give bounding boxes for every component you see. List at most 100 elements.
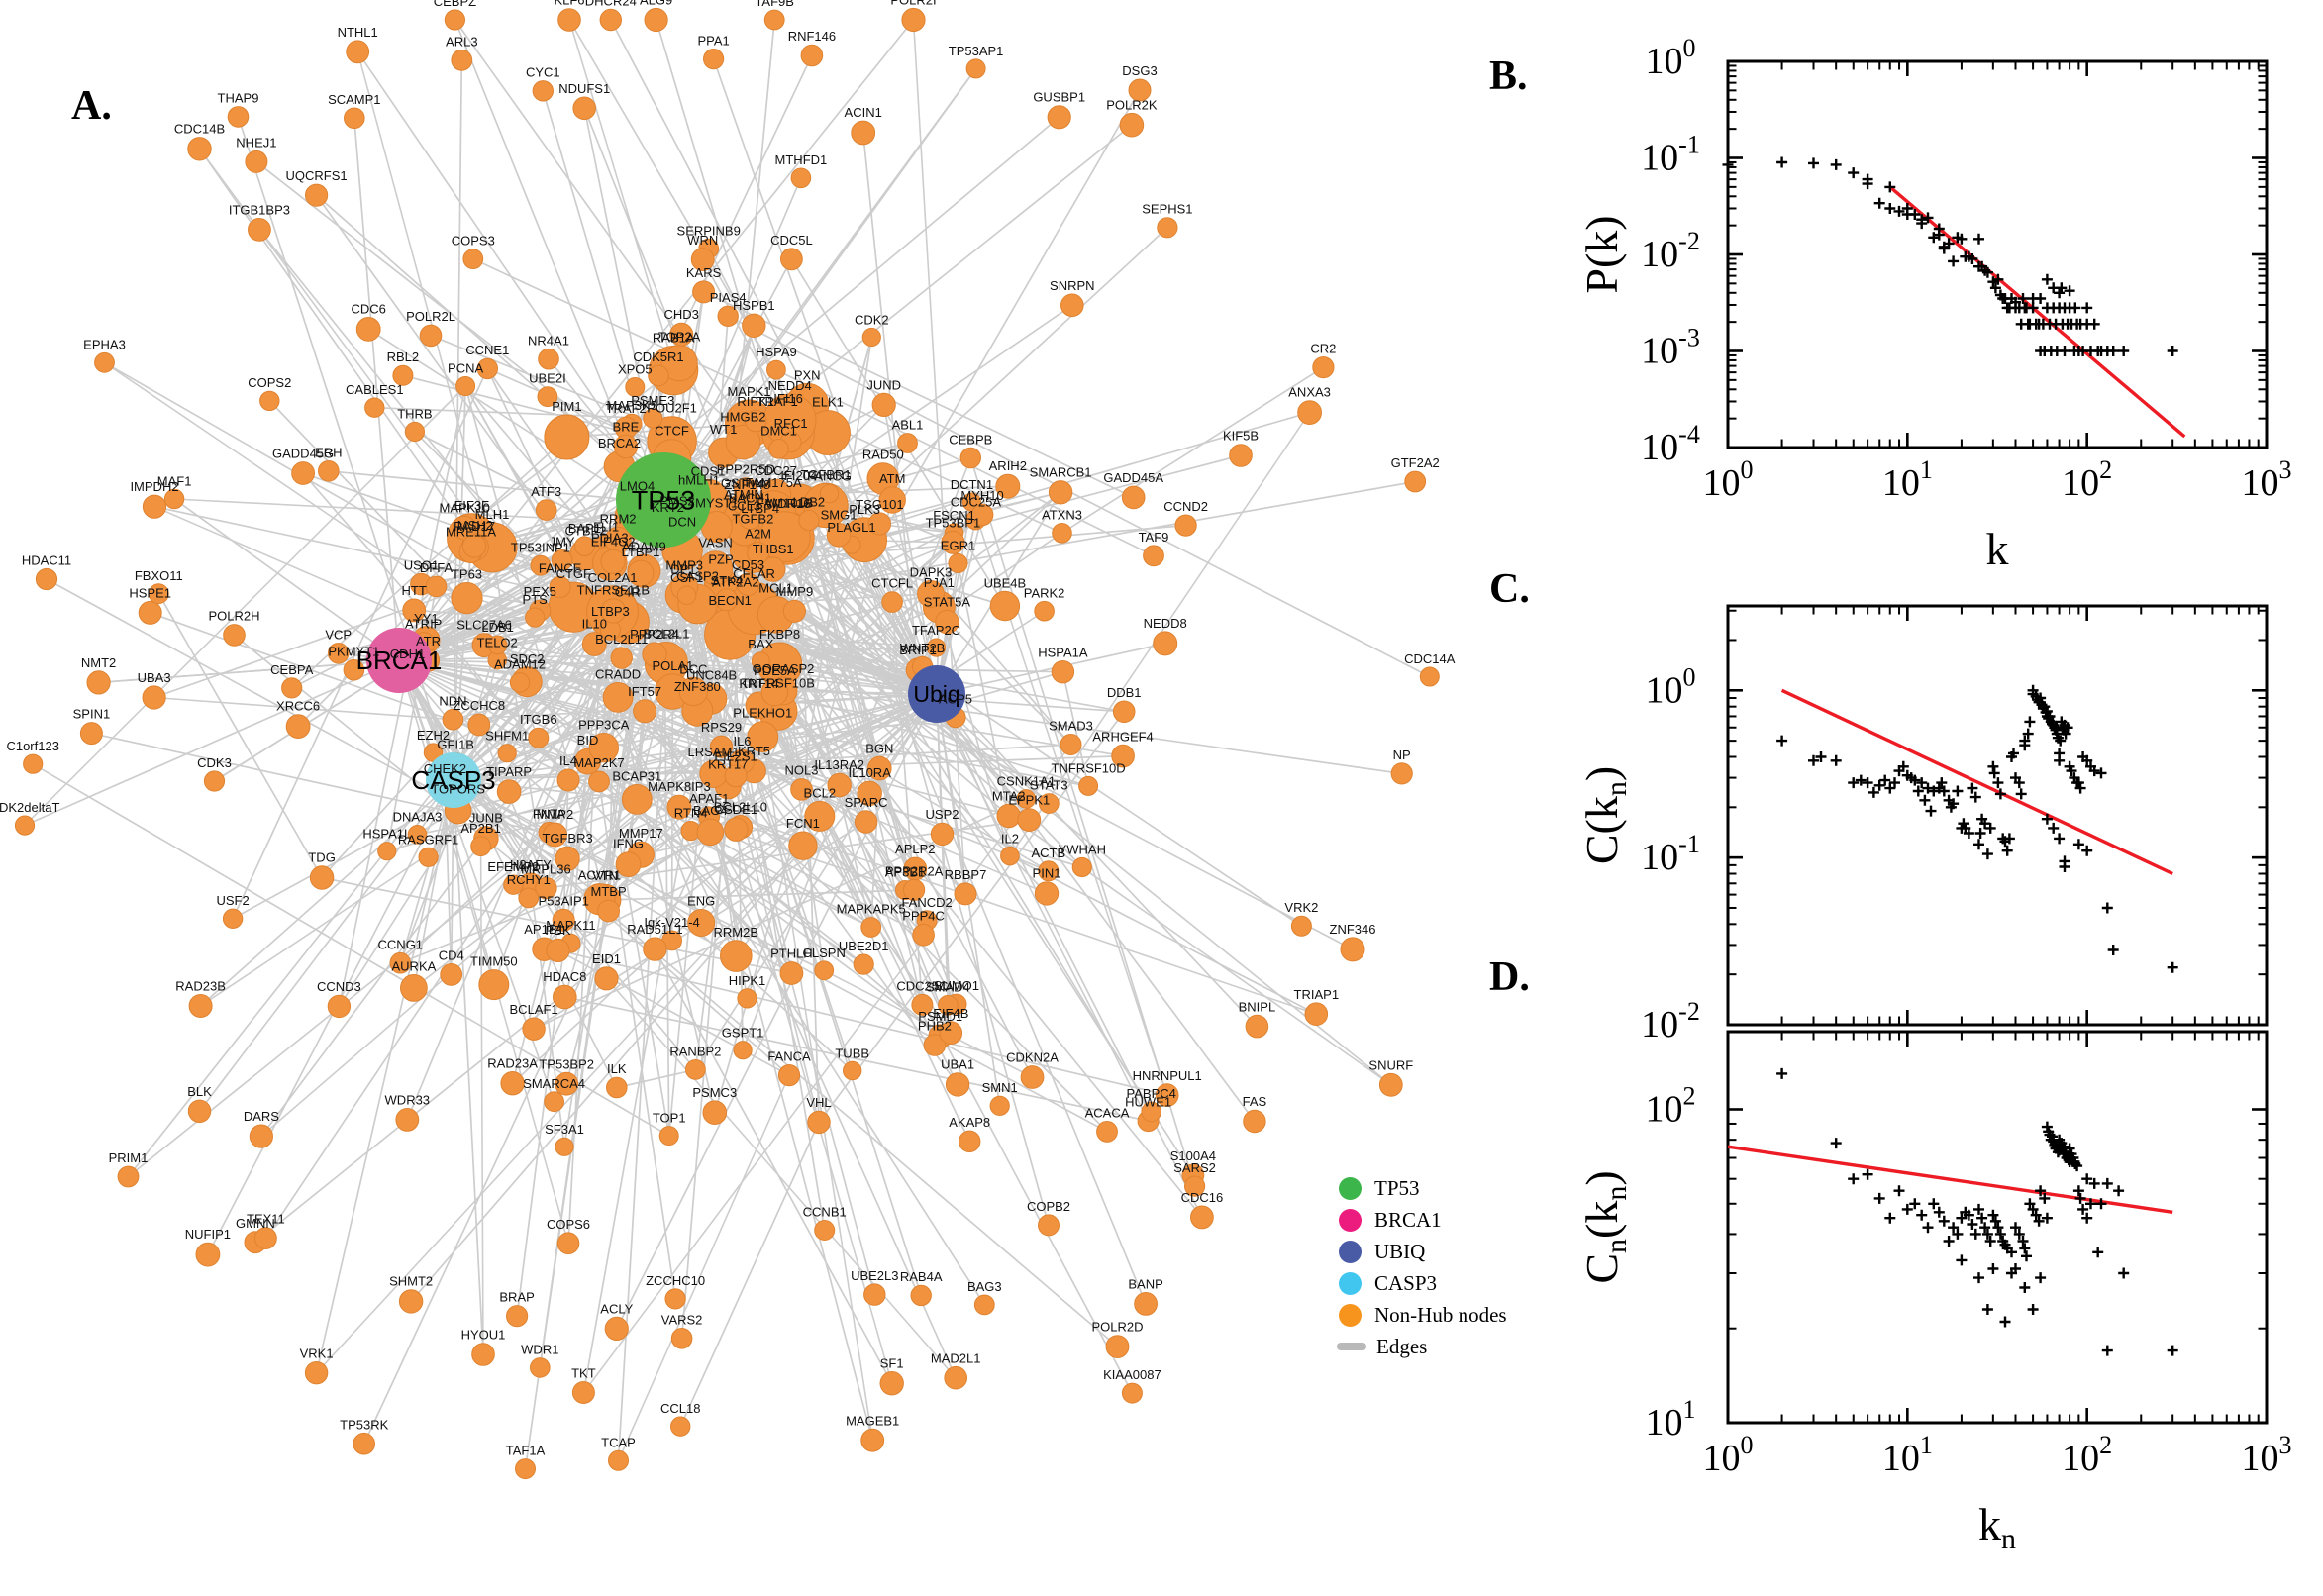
- svg-text:SPARC: SPARC: [845, 795, 888, 810]
- x-axis-label: kn​: [1978, 1499, 2016, 1555]
- svg-text:TSG101: TSG101: [856, 497, 903, 512]
- svg-text:FCN1: FCN1: [786, 816, 820, 831]
- svg-text:SHMT2: SHMT2: [389, 1274, 433, 1289]
- svg-text:CDC14B: CDC14B: [174, 122, 225, 137]
- svg-text:TDG: TDG: [308, 850, 335, 865]
- svg-text:KRT2: KRT2: [652, 500, 684, 515]
- svg-text:ARIH2: ARIH2: [989, 458, 1027, 473]
- svg-text:MTA2: MTA2: [992, 788, 1026, 803]
- svg-text:RRM2: RRM2: [600, 511, 637, 526]
- svg-text:EIF4B: EIF4B: [933, 1006, 968, 1021]
- svg-text:CDK5R1: CDK5R1: [633, 349, 683, 364]
- svg-text:PLEKHO1: PLEKHO1: [733, 706, 792, 721]
- svg-text:HSPA1A: HSPA1A: [1038, 646, 1088, 660]
- svg-text:CCNE1: CCNE1: [465, 343, 509, 357]
- svg-text:CCND3: CCND3: [317, 979, 361, 994]
- plot-frame: [1726, 604, 2269, 1027]
- svg-text:ARHGEF4: ARHGEF4: [1092, 729, 1153, 744]
- svg-text:IFNG: IFNG: [613, 837, 644, 851]
- svg-text:CSDE1: CSDE1: [715, 802, 758, 817]
- svg-text:TP53AP1: TP53AP1: [949, 44, 1004, 58]
- nonhub-node-swatch-icon: [1339, 1303, 1362, 1327]
- svg-text:CDS1: CDS1: [691, 463, 726, 478]
- svg-text:EPHA3: EPHA3: [83, 337, 126, 351]
- svg-text:FBXO11: FBXO11: [135, 568, 183, 583]
- svg-text:IL10RA: IL10RA: [849, 765, 892, 780]
- svg-text:UBE2I: UBE2I: [529, 371, 566, 386]
- svg-text:hMLH1: hMLH1: [678, 473, 720, 488]
- tick-label: 102: [2062, 455, 2112, 504]
- svg-text:RIPK1: RIPK1: [737, 394, 774, 409]
- svg-text:TGFBR3: TGFBR3: [542, 831, 592, 846]
- svg-text:PJA1: PJA1: [924, 575, 955, 590]
- svg-text:TRAF1: TRAF1: [758, 394, 798, 409]
- svg-text:HSPB1: HSPB1: [733, 298, 775, 313]
- svg-text:DMC1: DMC1: [760, 424, 797, 439]
- svg-text:EID1: EID1: [592, 951, 621, 966]
- svg-text:DDB1: DDB1: [1107, 685, 1142, 700]
- axis-ticks: [1726, 606, 2269, 1027]
- tick-label: 100: [1646, 662, 1696, 711]
- svg-text:USP2: USP2: [926, 807, 960, 822]
- svg-text:UBE2L3: UBE2L3: [851, 1268, 898, 1283]
- plot-frame: [1726, 1030, 2269, 1425]
- svg-text:STK4: STK4: [711, 573, 744, 588]
- tick-label: 10-4: [1641, 420, 1700, 468]
- svg-text:CDC6: CDC6: [351, 302, 385, 317]
- svg-text:RAD51L1: RAD51L1: [627, 922, 682, 937]
- svg-text:NDUFS1: NDUFS1: [558, 81, 610, 96]
- svg-text:TUBB: TUBB: [835, 1046, 869, 1060]
- svg-text:BCL2: BCL2: [804, 786, 837, 801]
- svg-text:H2AFY: H2AFY: [510, 857, 552, 872]
- svg-text:SNRPN: SNRPN: [1050, 278, 1095, 293]
- svg-text:RAB1A: RAB1A: [653, 331, 695, 346]
- svg-text:TNFRSF10D: TNFRSF10D: [1052, 760, 1126, 775]
- svg-text:ZCCHC8: ZCCHC8: [453, 698, 505, 713]
- svg-text:IMPDH2: IMPDH2: [130, 479, 178, 494]
- svg-text:NR4A1: NR4A1: [528, 333, 569, 348]
- svg-text:SPIN1: SPIN1: [73, 707, 111, 722]
- svg-text:ADAM12: ADAM12: [494, 657, 546, 672]
- svg-text:C1orf123: C1orf123: [6, 739, 58, 753]
- svg-text:DARS: DARS: [244, 1109, 279, 1124]
- svg-text:BNIPL: BNIPL: [1239, 999, 1276, 1014]
- svg-text:HSPA1L: HSPA1L: [362, 827, 411, 842]
- svg-text:SUMO1: SUMO1: [934, 978, 979, 993]
- svg-text:ZNF148: ZNF148: [724, 477, 770, 492]
- svg-text:POLR2D: POLR2D: [1091, 1320, 1143, 1335]
- svg-text:PSMC3: PSMC3: [692, 1085, 737, 1100]
- svg-text:ARL3: ARL3: [446, 34, 478, 49]
- legend-item-tp53: TP53: [1339, 1172, 1507, 1204]
- svg-text:CASP2: CASP2: [676, 568, 719, 583]
- svg-text:ATXN3: ATXN3: [1042, 507, 1082, 522]
- svg-text:TP53BP2: TP53BP2: [539, 1056, 594, 1071]
- svg-text:CCL18: CCL18: [660, 1401, 700, 1416]
- fit-line: [1780, 688, 2173, 876]
- svg-text:IL13RA2: IL13RA2: [814, 757, 864, 772]
- svg-text:DAPK3: DAPK3: [910, 564, 953, 579]
- svg-text:USF2: USF2: [216, 893, 249, 908]
- svg-text:MAPK10: MAPK10: [440, 500, 490, 515]
- svg-text:GSTM4: GSTM4: [721, 476, 765, 491]
- svg-text:PBK: PBK: [545, 923, 570, 938]
- svg-text:PTS: PTS: [523, 592, 549, 607]
- svg-text:CCNG1: CCNG1: [378, 937, 424, 951]
- svg-text:ATF3: ATF3: [531, 484, 561, 499]
- svg-text:BRIP1: BRIP1: [899, 643, 937, 657]
- hub-node-tp53: [616, 452, 711, 548]
- svg-text:RNF146: RNF146: [788, 29, 836, 44]
- svg-text:CHEK2: CHEK2: [424, 761, 466, 776]
- svg-text:CDK2: CDK2: [855, 312, 889, 327]
- svg-text:COPS6: COPS6: [547, 1217, 590, 1232]
- svg-text:ZNF346: ZNF346: [1330, 922, 1376, 937]
- svg-text:SF1: SF1: [880, 1356, 904, 1371]
- svg-text:POU2F1: POU2F1: [647, 401, 697, 416]
- svg-text:IL4: IL4: [559, 753, 577, 768]
- svg-text:TIPARP: TIPARP: [486, 764, 532, 779]
- svg-text:CDK2deltaT: CDK2deltaT: [0, 800, 59, 815]
- svg-text:GMNN: GMNN: [236, 1216, 275, 1231]
- svg-text:DNAJA3: DNAJA3: [393, 810, 443, 825]
- y-axis-label: C(kn​): [1576, 766, 1633, 864]
- svg-text:PIM1: PIM1: [552, 399, 581, 414]
